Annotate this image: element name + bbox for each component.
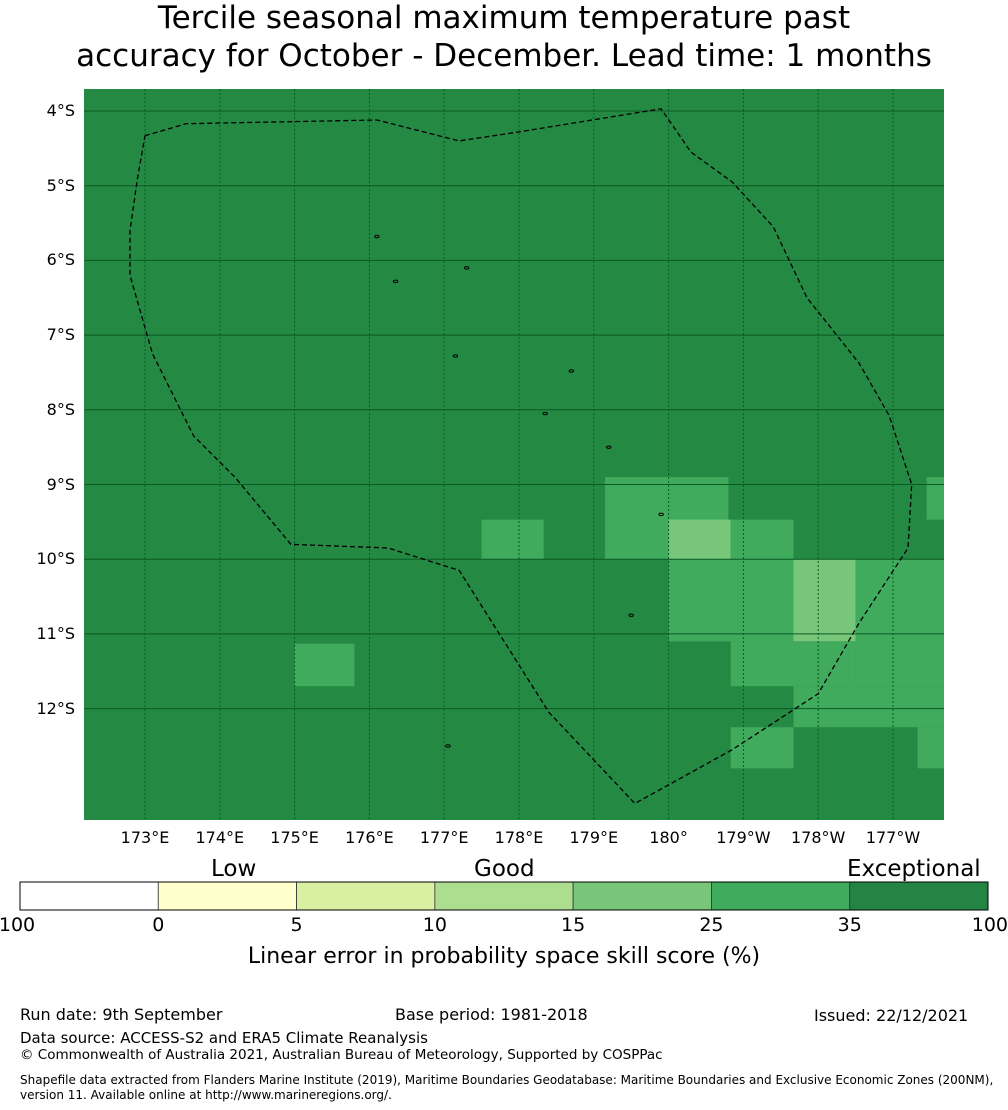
- skill-cells: [294, 477, 944, 769]
- colorbar-tick-0: -100: [0, 914, 36, 936]
- colorbar-outline: [19, 881, 989, 911]
- colorbar-swatch-1: [157, 881, 297, 911]
- issued-date: Issued: 22/12/2021: [814, 1006, 969, 1025]
- island-7: [658, 512, 664, 517]
- lat-label-2: 6°S: [46, 250, 75, 270]
- colorbar-tick-6: 35: [837, 914, 862, 936]
- lat-label-4: 8°S: [46, 399, 75, 419]
- colorbar-swatch-0: [19, 881, 159, 911]
- island-2: [463, 266, 470, 270]
- lon-label-8: 179°W: [716, 828, 771, 847]
- colorbar-swatch-4: [572, 881, 712, 911]
- lon-label-7: 180°: [649, 828, 688, 847]
- skill-cell-12: [917, 727, 944, 769]
- base-period: Base period: 1981-2018: [395, 1005, 588, 1024]
- copyright: © Commonwealth of Australia 2021, Austra…: [20, 1047, 663, 1063]
- colorbar-swatch-2: [296, 881, 436, 911]
- island-6: [606, 445, 612, 449]
- lon-label-3: 176°E: [345, 828, 394, 847]
- colorbar-label: Linear error in probability space skill …: [247, 944, 761, 969]
- skill-cell-8: [855, 559, 944, 687]
- lon-label-2: 175°E: [270, 828, 319, 847]
- lat-label-0: 4°S: [46, 101, 75, 120]
- colorbar-tick-3: 10: [422, 914, 447, 936]
- skill-cell-2: [668, 519, 731, 560]
- skill-cell-9: [730, 641, 856, 687]
- map-title-line1: Tercile seasonal maximum temperature pas…: [157, 0, 851, 36]
- lon-label-10: 177°W: [865, 828, 921, 847]
- skill-cell-4: [926, 477, 944, 520]
- colorbar-tick-2: 5: [290, 914, 303, 936]
- island-4: [568, 369, 575, 373]
- skill-cell-6: [668, 559, 794, 642]
- colorbar-swatch-6: [849, 881, 989, 911]
- island-5: [542, 411, 548, 416]
- skill-cell-10: [793, 686, 944, 728]
- colorbar: [19, 881, 989, 911]
- colorbar-tick-7: 100: [971, 914, 1008, 936]
- map-title-line2: accuracy for October - December. Lead ti…: [76, 38, 932, 74]
- lon-label-0: 173°E: [120, 828, 170, 847]
- skill-cell-3: [730, 519, 794, 560]
- colorbar-swatch-5: [711, 881, 851, 911]
- lat-label-8: 12°S: [36, 698, 75, 718]
- lon-label-4: 177°E: [419, 828, 469, 847]
- lon-label-5: 178°E: [494, 828, 544, 847]
- lat-label-1: 5°S: [46, 175, 75, 195]
- shapefile-credit-line2: version 11. Available online at http://w…: [20, 1088, 392, 1102]
- lon-label-1: 174°E: [195, 828, 245, 847]
- colorbar-tick-4: 15: [561, 914, 586, 936]
- island-3: [452, 354, 459, 358]
- lat-label-5: 9°S: [46, 474, 75, 494]
- data-source: Data source: ACCESS-S2 and ERA5 Climate …: [20, 1029, 428, 1047]
- island-0: [374, 234, 380, 239]
- lon-label-9: 178°W: [791, 828, 846, 847]
- colorbar-tick-1: 0: [152, 914, 165, 936]
- lat-label-3: 7°S: [46, 325, 75, 345]
- eez-boundary: [129, 108, 913, 805]
- colorbar-swatch-3: [434, 881, 574, 911]
- colorbar-category-good: Good: [474, 856, 535, 882]
- skill-cell-7: [793, 559, 856, 642]
- lat-label-7: 11°S: [36, 623, 75, 643]
- island-8: [628, 613, 634, 617]
- lon-label-6: 179°E: [569, 828, 619, 847]
- skill-cell-1: [481, 519, 544, 560]
- run-date: Run date: 9th September: [20, 1005, 223, 1024]
- shapefile-credit-line1: Shapefile data extracted from Flanders M…: [20, 1073, 994, 1087]
- skill-cell-13: [294, 643, 355, 687]
- colorbar-tick-5: 25: [699, 914, 724, 936]
- lat-label-6: 10°S: [36, 549, 75, 569]
- colorbar-category-low: Low: [211, 856, 257, 882]
- islands: [374, 234, 664, 748]
- skill-cell-11: [730, 727, 794, 769]
- colorbar-category-exceptional: Exceptional: [847, 856, 981, 882]
- island-9: [445, 744, 451, 748]
- graticule: [84, 89, 944, 820]
- island-1: [392, 279, 399, 284]
